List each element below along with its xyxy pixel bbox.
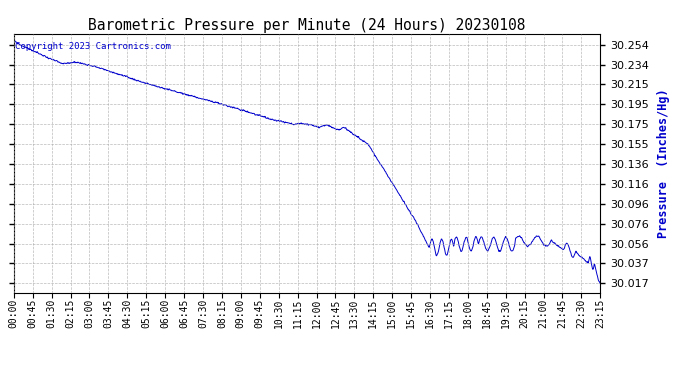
- Text: Copyright 2023 Cartronics.com: Copyright 2023 Cartronics.com: [15, 42, 171, 51]
- Title: Barometric Pressure per Minute (24 Hours) 20230108: Barometric Pressure per Minute (24 Hours…: [88, 18, 526, 33]
- Y-axis label: Pressure  (Inches/Hg): Pressure (Inches/Hg): [658, 88, 670, 238]
